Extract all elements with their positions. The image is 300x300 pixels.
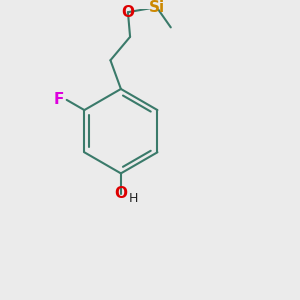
Text: O: O — [122, 5, 134, 20]
Text: F: F — [53, 92, 64, 107]
Text: Si: Si — [148, 0, 165, 15]
Text: O: O — [114, 186, 128, 201]
Text: H: H — [128, 192, 138, 205]
